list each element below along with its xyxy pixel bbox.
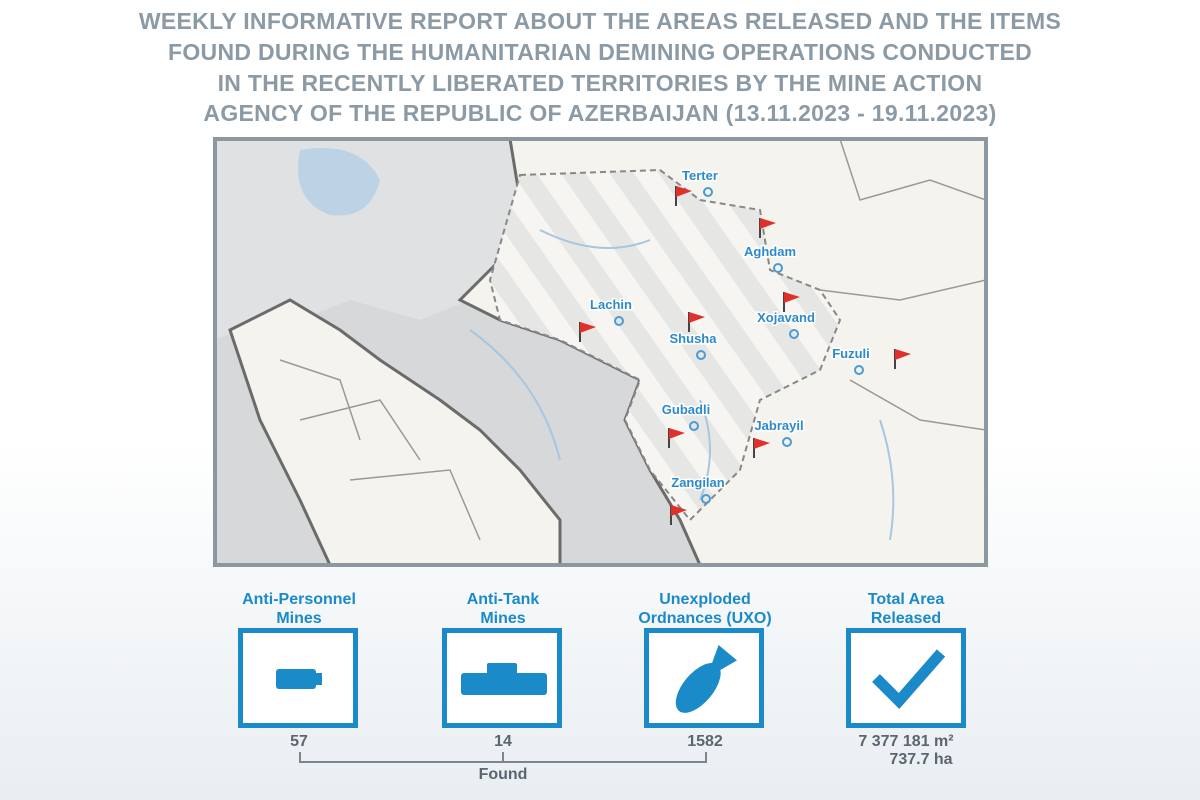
- stat-value: 737.7 ha: [889, 751, 953, 768]
- place-label: Zangilan: [671, 475, 725, 490]
- stat-label: Mines: [480, 610, 526, 627]
- stat-label: Anti-Personnel: [242, 591, 356, 608]
- stat-label: Released: [870, 610, 942, 627]
- flag: [671, 505, 687, 516]
- title-line: FOUND DURING THE HUMANITARIAN DEMINING O…: [168, 39, 1032, 65]
- stat-value: 1582: [687, 733, 723, 750]
- flag: [689, 312, 705, 323]
- place-label: Terter: [682, 168, 718, 183]
- place-label: Xojavand: [757, 310, 815, 325]
- place-marker: [789, 329, 799, 339]
- place-marker: [614, 316, 624, 326]
- stat-label: Ordnances (UXO): [638, 610, 772, 627]
- flag: [760, 218, 776, 229]
- stat-value: 57: [290, 733, 308, 750]
- place-label: Gubadli: [662, 402, 710, 417]
- stat-label: Unexploded: [659, 591, 751, 608]
- icon-box: [238, 628, 358, 728]
- place-marker: [854, 365, 864, 375]
- place-marker: [782, 437, 792, 447]
- found-label: Found: [478, 766, 528, 783]
- stat-label: Total Area: [867, 591, 945, 608]
- stat-label: Anti-Tank: [466, 591, 540, 608]
- flag: [676, 186, 692, 197]
- flag: [669, 428, 685, 439]
- place-label: Fuzuli: [832, 346, 870, 361]
- icon-box: [846, 628, 966, 728]
- flag: [754, 438, 770, 449]
- place-marker: [689, 421, 699, 431]
- place-marker: [703, 187, 713, 197]
- stat-label: Mines: [276, 610, 322, 627]
- icon-box: [442, 628, 562, 728]
- place-label: Aghdam: [744, 244, 796, 259]
- flag: [784, 292, 800, 303]
- place-marker: [773, 263, 783, 273]
- place-marker: [701, 494, 711, 504]
- place-marker: [696, 350, 706, 360]
- flag: [895, 349, 911, 360]
- icon-box: [644, 628, 764, 728]
- place-label: Lachin: [590, 297, 632, 312]
- flag: [580, 322, 596, 333]
- place-label: Shusha: [670, 331, 718, 346]
- title-line: IN THE RECENTLY LIBERATED TERRITORIES BY…: [217, 70, 983, 96]
- place-label: Jabrayil: [754, 418, 803, 433]
- title-line: WEEKLY INFORMATIVE REPORT ABOUT THE AREA…: [138, 8, 1062, 34]
- title-line: AGENCY OF THE REPUBLIC OF AZERBAIJAN (13…: [203, 100, 997, 126]
- stat-value: 7 377 181 m²: [858, 733, 954, 750]
- stat-value: 14: [494, 733, 512, 750]
